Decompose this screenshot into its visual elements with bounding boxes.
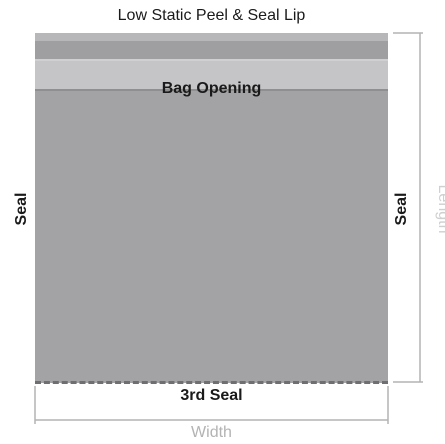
length-dimension [393, 32, 423, 383]
bottom-seal-line [35, 381, 388, 384]
width-dimension [34, 386, 389, 424]
bag-body [35, 33, 388, 383]
bag-opening-band [35, 59, 388, 91]
length-label: Length [435, 184, 445, 234]
seal-lip-strip [35, 41, 388, 59]
bottom-seal-label: 3rd Seal [180, 387, 243, 404]
bag-opening-label: Bag Opening [161, 80, 262, 97]
width-label: Width [191, 424, 232, 441]
seal-lip-band [35, 33, 388, 41]
lip-label: Low Static Peel & Seal Lip [117, 7, 306, 24]
